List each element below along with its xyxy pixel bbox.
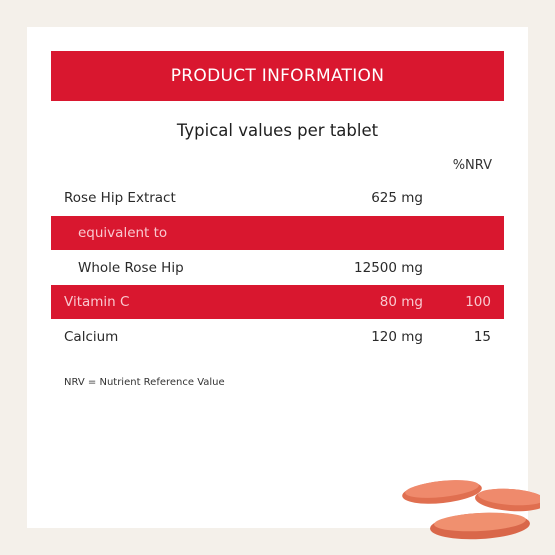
row-nrv: 100 [465, 294, 491, 310]
row-amount: 80 mg [379, 294, 423, 310]
row-name: Calcium [64, 329, 119, 345]
row-nrv: 15 [473, 329, 491, 345]
table-row: Whole Rose Hip 12500 mg [51, 251, 504, 285]
row-amount: 120 mg [371, 329, 423, 345]
table-row: Vitamin C 80 mg 100 [51, 285, 504, 319]
row-amount: 12500 mg [354, 260, 423, 276]
row-name: equivalent to [78, 225, 168, 241]
card: PRODUCT INFORMATION Typical values per t… [27, 27, 528, 528]
subtitle: Typical values per tablet [176, 121, 379, 140]
header-banner: PRODUCT INFORMATION [51, 51, 504, 101]
row-name: Vitamin C [64, 294, 130, 310]
tablet-highlight [478, 488, 540, 506]
header-title: PRODUCT INFORMATION [170, 66, 385, 86]
row-amount: 625 mg [371, 190, 423, 206]
nrv-header: %NRV [452, 158, 492, 173]
row-name: Rose Hip Extract [64, 190, 176, 206]
table-row: Rose Hip Extract 625 mg [51, 181, 504, 215]
footnote: NRV = Nutrient Reference Value [64, 377, 225, 388]
row-name: Whole Rose Hip [78, 260, 184, 276]
tablet-highlight [434, 512, 526, 532]
table-row: equivalent to [51, 216, 504, 250]
table-row: Calcium 120 mg 15 [51, 320, 504, 354]
tablet-highlight [405, 480, 479, 498]
tablets-image [402, 480, 540, 540]
